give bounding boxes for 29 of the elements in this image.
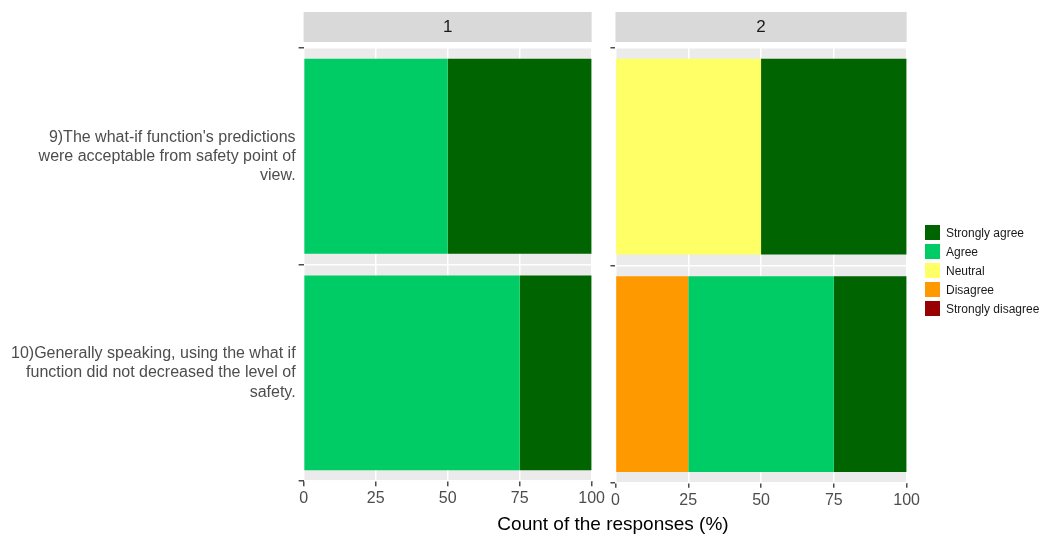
legend-label: Strongly disagree — [946, 301, 1040, 316]
x-tick-label: 75 — [510, 489, 529, 507]
chart-title: 1 — [442, 16, 453, 36]
bar — [616, 276, 689, 472]
legend-label: Neutral — [946, 263, 985, 278]
x-tick-label: 50 — [752, 490, 771, 508]
legend-label: Disagree — [946, 282, 995, 297]
x-tick-label: 25 — [679, 490, 698, 508]
legend-label: Strongly agree — [946, 225, 1025, 240]
y-tick-label: 9)The what-if function's predictions were acceptable from safety point of view. — [37, 127, 297, 183]
bar — [688, 276, 834, 472]
x-tick-label: 50 — [438, 489, 457, 507]
legend-label: Agree — [946, 244, 979, 259]
x-tick-label: 100 — [578, 489, 606, 507]
bar — [833, 276, 907, 472]
x-tick-label: 25 — [366, 489, 385, 507]
x-axis-title: Count of the responses (%) — [496, 513, 730, 535]
bar — [519, 275, 592, 471]
bar — [304, 58, 448, 254]
bar — [761, 58, 907, 255]
bar — [447, 58, 592, 254]
x-tick-label: 100 — [893, 490, 921, 508]
bar — [304, 275, 520, 471]
x-tick-label: 75 — [824, 490, 843, 508]
y-tick-label: 10)Generally speaking, using the what if function did not decreased the level of safety. — [11, 344, 297, 400]
chart-title: 2 — [756, 16, 766, 36]
x-tick-label: 0 — [299, 489, 309, 507]
bar — [616, 58, 762, 255]
x-tick-label: 0 — [611, 490, 620, 508]
